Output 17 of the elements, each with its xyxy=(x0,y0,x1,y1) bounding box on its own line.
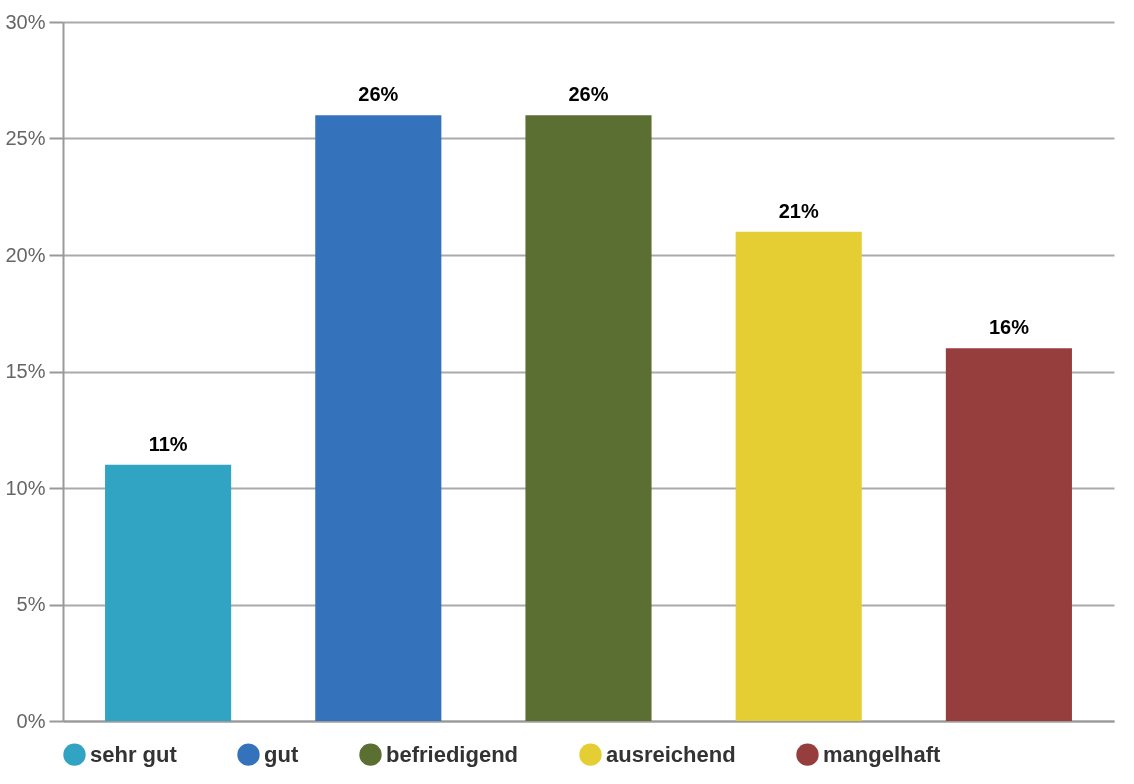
y-tick-label: 15% xyxy=(5,360,46,382)
y-tick-label: 10% xyxy=(5,476,46,499)
y-tick-label: 30% xyxy=(5,10,46,33)
legend-label: sehr gut xyxy=(90,741,178,767)
data-label: 26% xyxy=(568,83,609,106)
y-tick-label: 0% xyxy=(16,709,46,732)
data-label: 16% xyxy=(988,316,1030,339)
y-tick-label: 5% xyxy=(16,593,46,615)
legend-label: ausreichend xyxy=(606,741,736,767)
y-tick-label: 20% xyxy=(5,243,46,266)
legend-label: mangelhaft xyxy=(823,741,942,767)
y-tick-label: 25% xyxy=(5,127,46,149)
data-label: 26% xyxy=(358,83,399,106)
legend-label: befriedigend xyxy=(386,741,519,767)
data-label: 21% xyxy=(778,199,819,222)
legend-label: gut xyxy=(264,741,299,767)
data-label: 11% xyxy=(148,432,188,455)
